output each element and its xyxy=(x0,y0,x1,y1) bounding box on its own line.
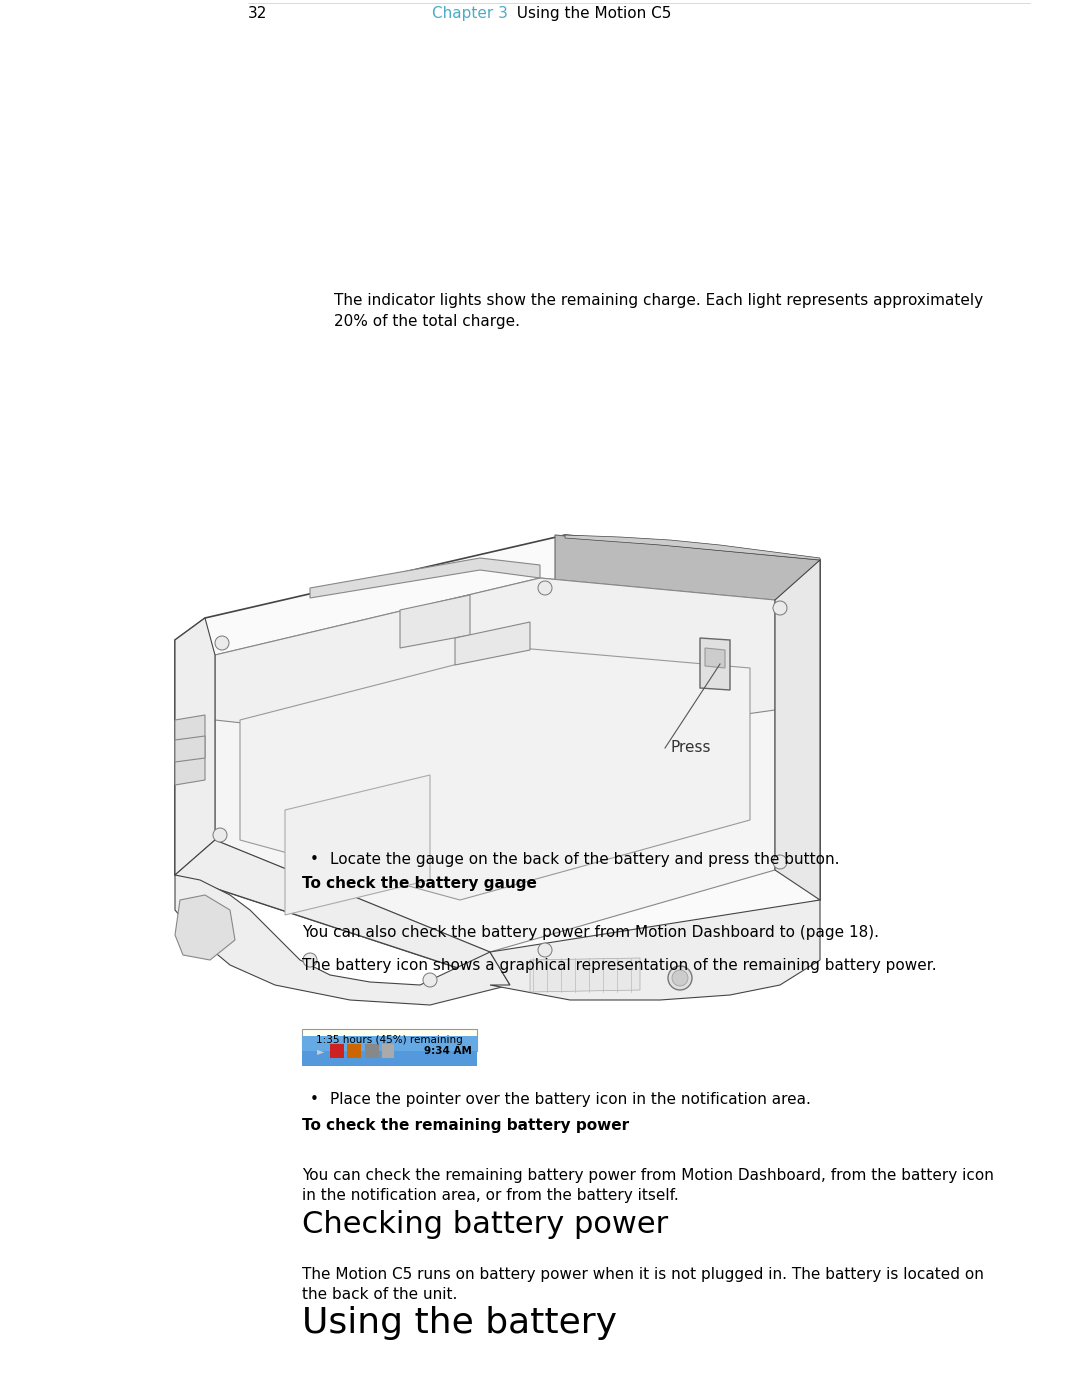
Polygon shape xyxy=(175,875,510,1004)
Polygon shape xyxy=(215,578,775,951)
Polygon shape xyxy=(490,900,820,1000)
Polygon shape xyxy=(310,557,540,598)
Polygon shape xyxy=(530,958,640,992)
Text: •: • xyxy=(310,1092,319,1108)
Circle shape xyxy=(303,953,318,967)
Polygon shape xyxy=(175,535,820,985)
Bar xyxy=(302,1037,477,1051)
Text: ►: ► xyxy=(318,1046,324,1056)
Text: 1:35 hours (45%) remaining: 1:35 hours (45%) remaining xyxy=(316,1035,463,1045)
Bar xyxy=(382,1044,394,1058)
Text: Checking battery power: Checking battery power xyxy=(302,1210,669,1239)
Polygon shape xyxy=(455,622,530,665)
Polygon shape xyxy=(705,648,725,668)
Text: Using the Motion C5: Using the Motion C5 xyxy=(507,6,672,21)
Circle shape xyxy=(538,943,552,957)
Polygon shape xyxy=(555,535,820,650)
Text: Using the battery: Using the battery xyxy=(302,1306,617,1340)
Polygon shape xyxy=(240,648,750,900)
Polygon shape xyxy=(285,775,430,915)
Circle shape xyxy=(773,855,787,869)
Text: The indicator lights show the remaining charge. Each light represents approximat: The indicator lights show the remaining … xyxy=(334,293,983,330)
Text: To check the battery gauge: To check the battery gauge xyxy=(302,876,537,891)
Text: •: • xyxy=(310,852,319,868)
Text: Place the pointer over the battery icon in the notification area.: Place the pointer over the battery icon … xyxy=(330,1092,811,1108)
Text: 32: 32 xyxy=(248,6,268,21)
Polygon shape xyxy=(175,895,235,960)
Circle shape xyxy=(773,601,787,615)
Circle shape xyxy=(538,581,552,595)
Polygon shape xyxy=(565,535,820,560)
Circle shape xyxy=(213,828,227,842)
Polygon shape xyxy=(215,578,775,750)
Circle shape xyxy=(423,972,437,988)
Circle shape xyxy=(672,970,688,986)
Polygon shape xyxy=(175,840,510,985)
Polygon shape xyxy=(175,736,205,761)
Polygon shape xyxy=(175,617,215,875)
Text: Press: Press xyxy=(670,740,711,756)
Bar xyxy=(330,1044,345,1058)
Bar xyxy=(302,1030,477,1037)
Text: The Motion C5 runs on battery power when it is not plugged in. The battery is lo: The Motion C5 runs on battery power when… xyxy=(302,1267,984,1302)
Bar xyxy=(302,1030,477,1051)
Text: You can also check the battery power from Motion Dashboard to (page 18).: You can also check the battery power fro… xyxy=(302,925,879,940)
Text: You can check the remaining battery power from Motion Dashboard, from the batter: You can check the remaining battery powe… xyxy=(302,1168,994,1203)
Circle shape xyxy=(215,636,229,650)
Polygon shape xyxy=(775,560,820,900)
Polygon shape xyxy=(400,595,470,648)
Text: Locate the gauge on the back of the battery and press the button.: Locate the gauge on the back of the batt… xyxy=(330,852,839,868)
Text: 9:34 AM: 9:34 AM xyxy=(424,1046,472,1056)
Text: To check the remaining battery power: To check the remaining battery power xyxy=(302,1118,630,1133)
Text: The battery icon shows a graphical representation of the remaining battery power: The battery icon shows a graphical repre… xyxy=(302,958,936,974)
Bar xyxy=(347,1044,361,1058)
Text: Chapter 3: Chapter 3 xyxy=(432,6,508,21)
Circle shape xyxy=(669,965,692,990)
Bar xyxy=(302,1037,477,1066)
Polygon shape xyxy=(700,638,730,690)
Bar xyxy=(365,1044,379,1058)
Polygon shape xyxy=(175,715,205,785)
